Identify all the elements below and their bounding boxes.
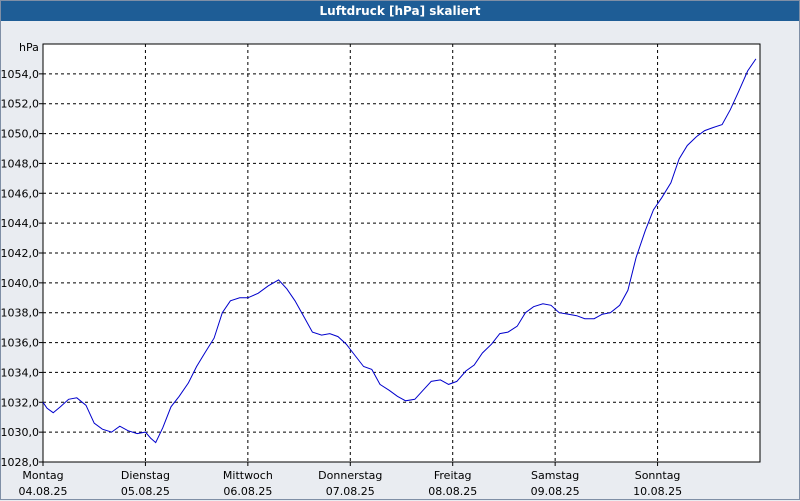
x-tick-label-day: Samstag <box>531 469 579 482</box>
series-line <box>42 58 757 444</box>
x-tick-label-day: Montag <box>22 469 63 482</box>
y-axis-label: hPa <box>19 41 39 54</box>
x-tick-label-date: 09.08.25 <box>531 485 580 498</box>
y-tick-label: 1032,0 <box>1 396 39 409</box>
chart-title: Luftdruck [hPa] skaliert <box>1 1 799 21</box>
y-tick-label: 1042,0 <box>1 247 39 260</box>
y-tick-label: 1038,0 <box>1 307 39 320</box>
x-tick-label-day: Sonntag <box>635 469 681 482</box>
y-tick-label: 1052,0 <box>1 98 39 111</box>
y-axis-ticks: 1028,0 1030,0 1032,0 1034,0 1036,0 1038,0 1040… <box>1 68 43 469</box>
x-tick-label-date: 07.08.25 <box>326 485 375 498</box>
grid <box>43 44 760 462</box>
x-tick-label-date: 06.08.25 <box>223 485 272 498</box>
x-tick-label-date: 10.08.25 <box>633 485 682 498</box>
x-tick-label-day: Mittwoch <box>223 469 273 482</box>
x-tick-label-date: 08.08.25 <box>428 485 477 498</box>
series-layer <box>42 58 757 444</box>
y-tick-label: 1054,0 <box>1 68 39 81</box>
y-tick-label: 1040,0 <box>1 277 39 290</box>
x-axis-ticks: Montag 04.08.25 Dienstag 05.08.25 Mittwoch 06… <box>19 462 682 498</box>
y-tick-label: 1048,0 <box>1 157 39 170</box>
y-tick-label: 1028,0 <box>1 456 39 469</box>
x-tick-label-day: Donnerstag <box>318 469 382 482</box>
y-tick-label: 1050,0 <box>1 128 39 141</box>
x-tick-label-day: Freitag <box>434 469 472 482</box>
x-tick-label-date: 05.08.25 <box>121 485 170 498</box>
x-tick-label-day: Dienstag <box>121 469 170 482</box>
y-tick-label: 1044,0 <box>1 217 39 230</box>
y-tick-label: 1034,0 <box>1 366 39 379</box>
y-tick-label: 1030,0 <box>1 426 39 439</box>
x-tick-label-date: 04.08.25 <box>19 485 68 498</box>
y-tick-label: 1046,0 <box>1 187 39 200</box>
plot-area <box>42 43 761 463</box>
y-tick-label: 1036,0 <box>1 337 39 350</box>
